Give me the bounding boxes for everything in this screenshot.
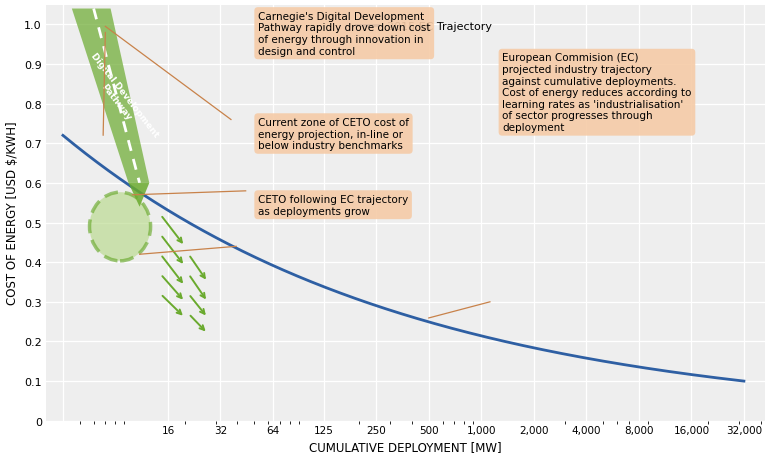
Text: Current zone of CETO cost of
energy projection, in-line or
below industry benchm: Current zone of CETO cost of energy proj… [258,118,409,151]
Polygon shape [72,10,150,184]
2015 EC Trajectory [739,379,749,384]
Text: Digital Development
Pathway: Digital Development Pathway [80,51,160,146]
2015 EC Trajectory [234,246,243,252]
2015 EC Trajectory [571,353,581,359]
Legend: 2015 EC Trajectory: 2015 EC Trajectory [352,17,497,36]
Polygon shape [129,184,150,207]
X-axis label: CUMULATIVE DEPLOYMENT [MW]: CUMULATIVE DEPLOYMENT [MW] [309,441,502,453]
2015 EC Trajectory [59,133,68,139]
Text: Carnegie's Digital Development
Pathway rapidly drove down cost
of energy through: Carnegie's Digital Development Pathway r… [258,12,430,56]
Y-axis label: COST OF ENERGY [USD $/KWH]: COST OF ENERGY [USD $/KWH] [5,122,19,305]
Text: CETO following EC trajectory
as deployments grow: CETO following EC trajectory as deployme… [258,195,408,216]
2015 EC Trajectory [513,342,522,347]
2015 EC Trajectory [460,329,469,335]
Line: 2015 EC Trajectory: 2015 EC Trajectory [63,136,744,381]
Text: European Commision (EC)
projected industry trajectory
against cumulative deploym: European Commision (EC) projected indust… [502,53,692,133]
2015 EC Trajectory [179,217,188,223]
Ellipse shape [89,193,150,261]
2015 EC Trajectory [366,302,375,307]
